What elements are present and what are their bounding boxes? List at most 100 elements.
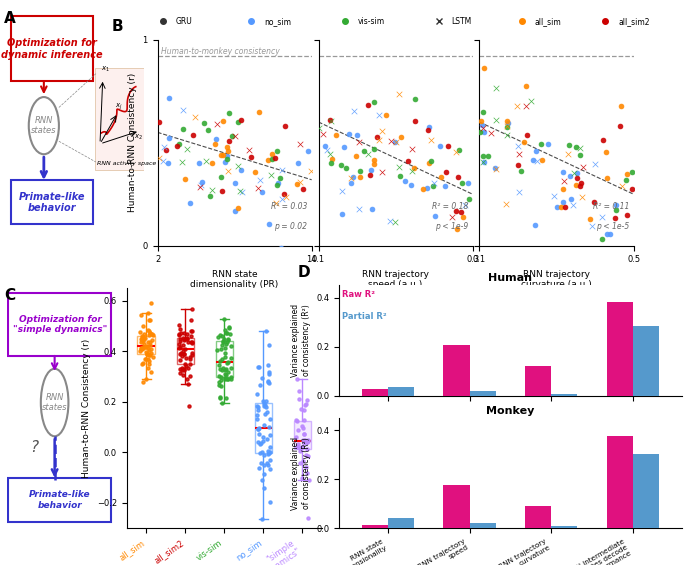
Point xyxy=(577,163,588,172)
Text: B: B xyxy=(111,19,123,34)
Point xyxy=(263,377,274,386)
Point xyxy=(543,140,554,149)
Point xyxy=(502,121,513,130)
Point xyxy=(177,124,188,133)
Point xyxy=(185,355,196,364)
Point xyxy=(271,180,282,189)
Point xyxy=(400,177,411,186)
Point xyxy=(575,178,586,187)
Point xyxy=(351,151,362,160)
Point xyxy=(224,323,235,332)
Point xyxy=(216,381,227,390)
Point xyxy=(264,465,275,474)
Point xyxy=(291,374,302,383)
Point xyxy=(219,314,229,323)
Point xyxy=(264,220,275,229)
Point xyxy=(336,210,347,219)
Point xyxy=(260,409,271,418)
Point xyxy=(530,220,540,229)
Point xyxy=(186,326,197,335)
Point xyxy=(410,116,421,125)
Point xyxy=(262,361,273,370)
Point xyxy=(548,192,559,201)
Point xyxy=(450,207,461,216)
Point xyxy=(145,329,155,338)
Point xyxy=(555,202,566,211)
Point xyxy=(253,363,264,372)
Point xyxy=(179,334,190,343)
Point xyxy=(137,333,148,342)
Point xyxy=(215,345,226,354)
Point xyxy=(456,179,467,188)
Point xyxy=(186,305,197,314)
Point xyxy=(259,420,270,429)
Point xyxy=(182,338,193,347)
Point xyxy=(173,343,184,352)
Point xyxy=(364,171,375,180)
Point xyxy=(257,373,268,383)
Point xyxy=(322,145,333,154)
Point xyxy=(501,116,512,125)
Point xyxy=(225,373,236,382)
Point xyxy=(601,174,612,183)
Point xyxy=(189,112,200,121)
Point xyxy=(264,370,275,379)
Point xyxy=(211,120,222,129)
Point xyxy=(276,244,287,253)
Point xyxy=(222,367,233,376)
Point xyxy=(195,182,206,192)
FancyBboxPatch shape xyxy=(95,68,144,170)
Point xyxy=(602,230,613,239)
Point xyxy=(479,157,490,166)
Point xyxy=(406,181,416,190)
Point xyxy=(292,443,303,452)
Point xyxy=(214,357,225,366)
X-axis label: RNN trajectory
curvature (a.u.): RNN trajectory curvature (a.u.) xyxy=(521,270,592,289)
Text: RNN activity space: RNN activity space xyxy=(97,160,156,166)
Point xyxy=(293,395,304,404)
Point xyxy=(435,141,446,150)
Point xyxy=(598,136,609,145)
Point xyxy=(244,145,255,154)
Point xyxy=(377,127,388,136)
Point xyxy=(236,115,247,124)
Point xyxy=(186,338,197,347)
Point xyxy=(266,170,277,179)
PathPatch shape xyxy=(216,341,233,377)
Point xyxy=(213,372,224,381)
Point xyxy=(512,102,523,111)
Point xyxy=(425,136,436,145)
Point xyxy=(390,137,401,146)
Point xyxy=(220,394,231,403)
Text: Primate-like
behavior: Primate-like behavior xyxy=(18,192,86,213)
Point xyxy=(390,137,401,146)
Point xyxy=(135,338,146,347)
Point xyxy=(218,336,229,345)
Point xyxy=(551,202,562,211)
Point xyxy=(143,363,154,372)
Point xyxy=(172,142,183,151)
Point xyxy=(325,115,336,124)
Text: Optimization for
dynamic inference: Optimization for dynamic inference xyxy=(1,38,103,60)
Point xyxy=(478,158,489,167)
Point xyxy=(173,340,184,349)
Text: p < 1e-9: p < 1e-9 xyxy=(435,223,468,231)
Text: p < 1e-5: p < 1e-5 xyxy=(596,223,629,231)
Point xyxy=(558,185,569,194)
Point xyxy=(259,450,270,459)
Point xyxy=(354,166,365,175)
Point xyxy=(224,329,235,338)
Bar xyxy=(525,506,551,528)
Point xyxy=(185,332,196,341)
Point xyxy=(421,183,432,192)
Point xyxy=(326,159,337,168)
Text: Primate-like
behavior: Primate-like behavior xyxy=(29,490,90,510)
Point xyxy=(220,344,231,353)
Point xyxy=(255,448,266,457)
Point xyxy=(279,190,290,199)
Point xyxy=(571,181,582,190)
Point xyxy=(345,179,356,188)
Point xyxy=(527,155,538,164)
Point xyxy=(410,94,421,103)
Point xyxy=(139,333,150,342)
